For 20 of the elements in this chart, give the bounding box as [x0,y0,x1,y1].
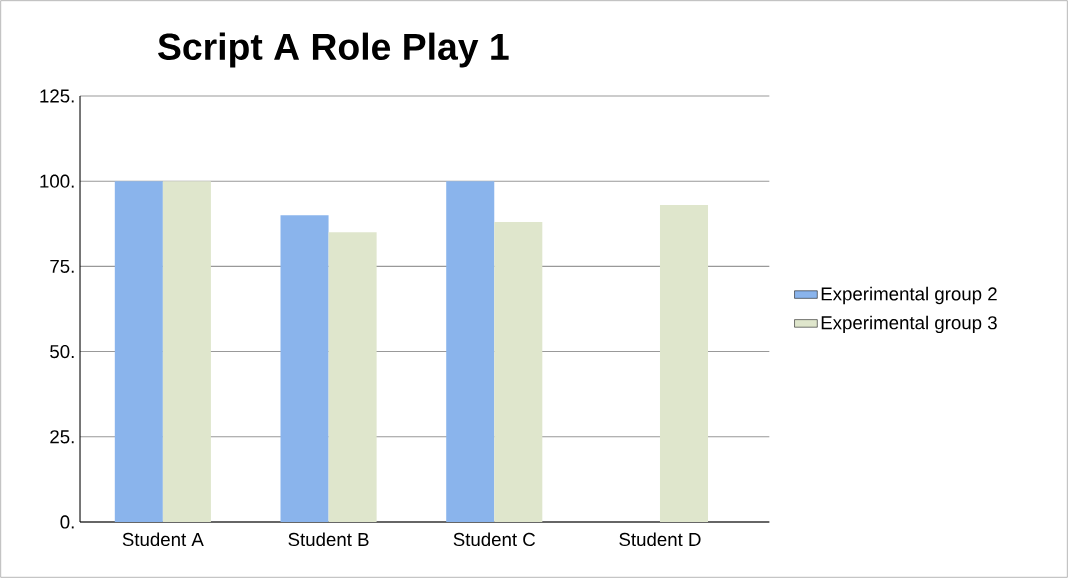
y-tick-label: 25. [50,430,74,444]
chart-title: Script A Role Play 1 [158,32,509,68]
bar [280,215,329,522]
x-tick-label: Student C [453,532,536,547]
y-tick-label: 125. [40,89,74,103]
bar [446,181,495,522]
y-tick-label: 50. [50,344,74,359]
x-tick-label: Student D [619,532,701,547]
legend-label: Experimental group 3 [821,315,997,334]
bar [328,232,377,522]
y-tick-label: 0. [60,515,74,529]
bar [114,181,163,522]
bar [659,205,709,522]
y-tick-label: 100. [40,174,74,188]
x-tick-label: Student A [122,532,204,547]
bar [162,181,211,522]
legend-label: Experimental group 2 [821,286,997,305]
y-tick-label: 75. [50,259,74,273]
bar [494,222,543,522]
x-tick-label: Student B [288,532,369,547]
